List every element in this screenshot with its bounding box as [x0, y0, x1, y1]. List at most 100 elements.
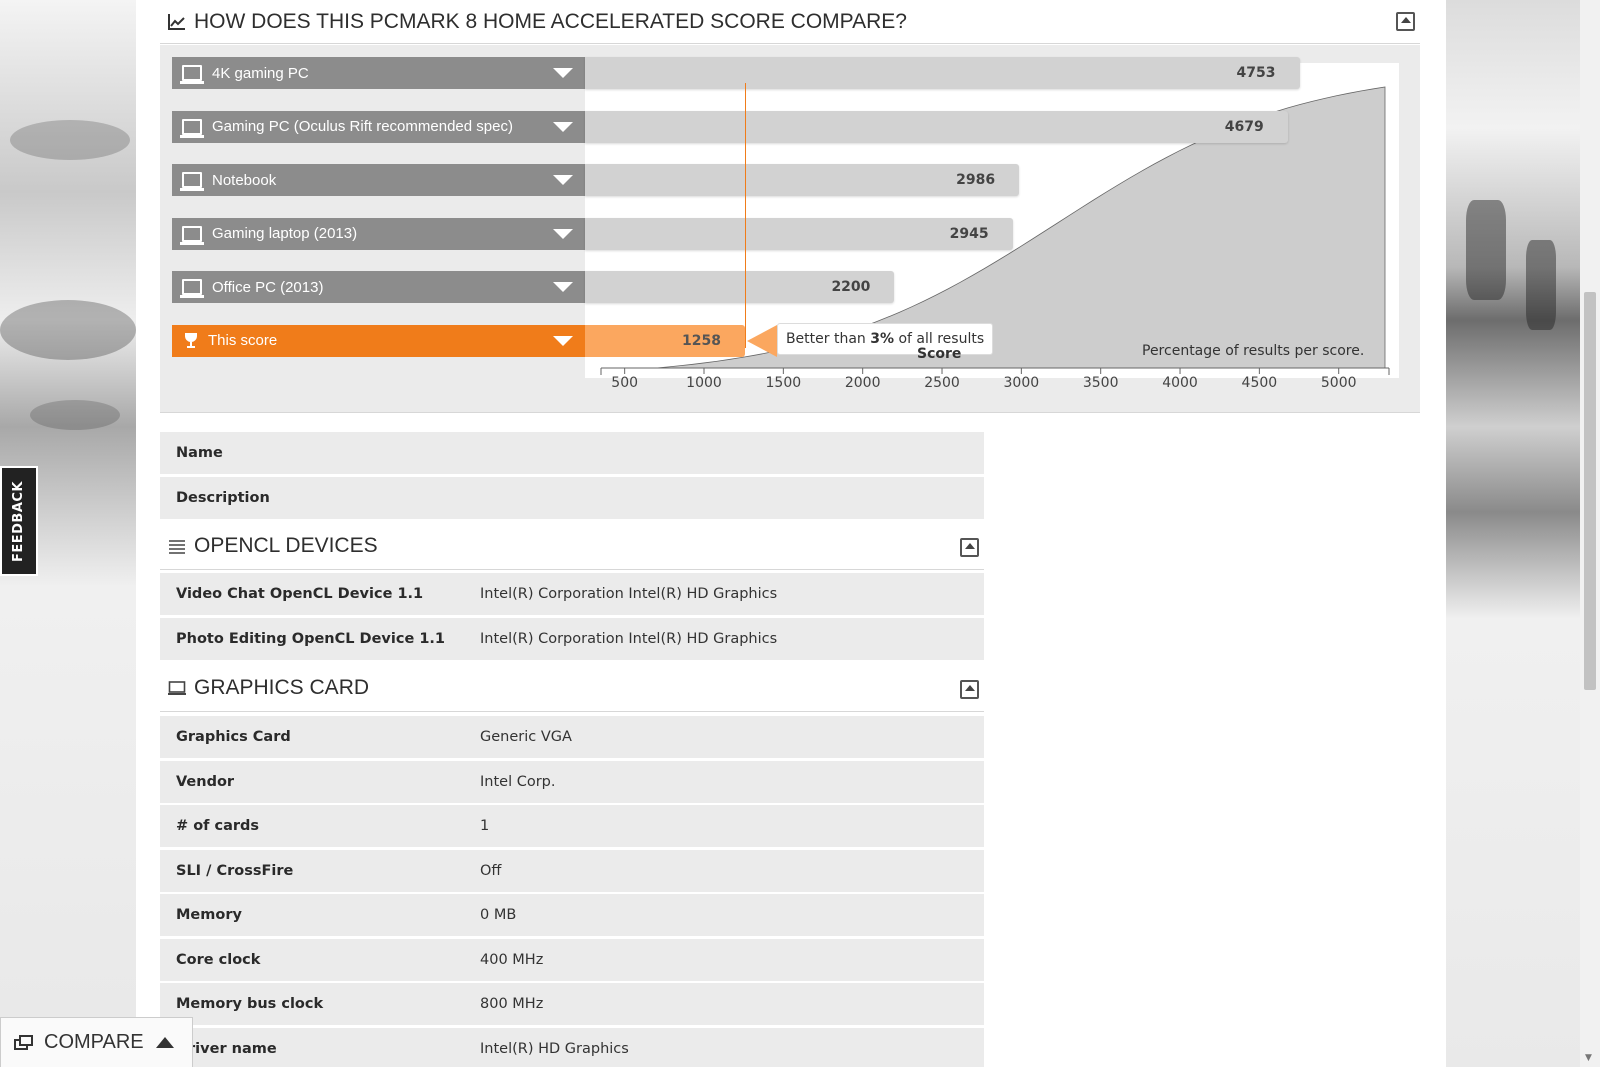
graphics-value: 800 MHz: [480, 996, 544, 1012]
opencl-key: Video Chat OpenCL Device 1.1: [176, 586, 424, 602]
percentile-callout: Better than 3% of all results: [776, 322, 994, 355]
laptop-icon: [180, 225, 204, 245]
graphics-key: SLI / CrossFire: [176, 863, 294, 879]
row-label-text: This score: [208, 332, 278, 349]
this-score-marker-line: [744, 83, 746, 348]
reference-score-bar: 4679: [585, 110, 1288, 143]
reference-system-selector[interactable]: Gaming PC (Oculus Rift recommended spec): [172, 110, 585, 143]
list-icon: [168, 537, 186, 555]
caret-up-icon: [155, 1037, 174, 1048]
info-row-description: Description: [160, 477, 984, 519]
graphics-row: # of cards 1: [160, 805, 984, 847]
feedback-tab[interactable]: FEEDBACK: [0, 466, 38, 576]
desktop-icon: [180, 279, 204, 298]
x-tick-label: 500: [611, 375, 639, 391]
opencl-row: Photo Editing OpenCL Device 1.1 Intel(R)…: [160, 618, 984, 660]
graphics-row: Memory bus clock 800 MHz: [160, 983, 984, 1025]
dropdown-arrow-icon[interactable]: [553, 335, 573, 346]
dropdown-arrow-icon[interactable]: [553, 228, 573, 239]
reference-system-selector[interactable]: Gaming laptop (2013): [172, 217, 585, 250]
graphics-value: 1: [480, 818, 490, 834]
x-tick-label: 1500: [765, 375, 802, 391]
graphics-key: Memory bus clock: [176, 996, 324, 1012]
distribution-caption: Percentage of results per score.: [1142, 343, 1365, 359]
collapse-opencl-button[interactable]: [960, 538, 979, 557]
graphics-value: 400 MHz: [480, 952, 544, 968]
bar-value-label: 4753: [1236, 65, 1276, 81]
row-label-text: Office PC (2013): [212, 278, 324, 296]
x-tick-label: 2500: [924, 375, 960, 391]
graphics-value: 0 MB: [480, 907, 517, 923]
desktop-icon: [180, 118, 204, 138]
reference-score-bar: 2986: [585, 164, 1020, 196]
scrollbar-thumb[interactable]: [1584, 292, 1596, 690]
background-right: [1446, 0, 1580, 1067]
graphics-value: Generic VGA: [480, 729, 572, 745]
dropdown-arrow-icon[interactable]: [553, 282, 573, 292]
dropdown-arrow-icon[interactable]: [553, 121, 573, 132]
dropdown-arrow-icon[interactable]: [553, 68, 573, 78]
graphics-key: Driver name: [176, 1041, 277, 1057]
desktop-icon: [180, 65, 204, 84]
background-rock: [30, 400, 120, 430]
bar-value-label: 2200: [831, 279, 871, 295]
background-rock: [10, 120, 130, 160]
graphics-key: Core clock: [176, 952, 261, 968]
graphics-section-title: GRAPHICS CARD: [194, 675, 370, 699]
reference-system-selector[interactable]: 4K gaming PC: [172, 57, 585, 89]
graphics-key: Memory: [176, 907, 242, 923]
page-scrollbar[interactable]: ▼: [1580, 0, 1600, 1067]
collapse-graphics-button[interactable]: [960, 680, 979, 699]
scroll-down-arrow[interactable]: ▼: [1585, 1053, 1592, 1063]
x-tick-label: 2000: [844, 375, 881, 391]
graphics-key: Graphics Card: [176, 729, 291, 745]
graphics-row: Driver name Intel(R) HD Graphics: [160, 1028, 984, 1067]
compare-section-title: HOW DOES THIS PCMARK 8 HOME ACCELERATED …: [194, 9, 907, 33]
opencl-value: Intel(R) Corporation Intel(R) HD Graphic…: [480, 586, 778, 602]
compare-drawer-toggle[interactable]: COMPARE: [0, 1017, 193, 1067]
bar-value-label: 2986: [956, 172, 996, 188]
reference-score-bar: 2200: [585, 271, 895, 303]
x-tick-label: 4000: [1162, 375, 1198, 391]
callout-prefix: Better than: [785, 330, 866, 347]
this-score-bar: 1258: [585, 324, 745, 357]
background-plant: [1466, 200, 1506, 300]
line-chart-icon: [168, 13, 186, 31]
info-key: Description: [176, 490, 270, 506]
collapse-compare-button[interactable]: [1396, 12, 1415, 31]
x-tick-label: 3500: [1082, 375, 1119, 391]
graphics-row: SLI / CrossFire Off: [160, 850, 984, 892]
reference-score-bar: 2945: [585, 217, 1013, 250]
info-key: Name: [176, 445, 223, 461]
graphics-row: Vendor Intel Corp.: [160, 761, 984, 803]
feedback-label: FEEDBACK: [11, 480, 27, 562]
row-label-text: Notebook: [212, 171, 277, 189]
reference-score-bar: 4753: [585, 57, 1300, 89]
opencl-section-title: OPENCL DEVICES: [194, 533, 378, 557]
row-label-text: Gaming laptop (2013): [212, 225, 358, 242]
reference-system-selector[interactable]: Office PC (2013): [172, 271, 585, 303]
compare-label: COMPARE: [44, 1031, 144, 1053]
opencl-key: Photo Editing OpenCL Device 1.1: [176, 631, 446, 647]
bar-value-label: 1258: [681, 332, 721, 349]
x-tick-label: 5000: [1320, 375, 1357, 391]
bar-value-label: 4679: [1224, 118, 1264, 135]
laptop-icon: [180, 172, 204, 191]
opencl-value: Intel(R) Corporation Intel(R) HD Graphic…: [480, 631, 778, 647]
x-axis-title: Score: [917, 346, 962, 362]
x-tick-label: 4500: [1241, 375, 1278, 391]
trophy-icon: [184, 332, 198, 349]
graphics-value: Intel Corp.: [480, 774, 556, 790]
info-row-name: Name: [160, 432, 984, 474]
row-label-text: 4K gaming PC: [212, 64, 309, 82]
background-rock: [0, 300, 136, 360]
reference-system-selector[interactable]: Notebook: [172, 164, 585, 196]
x-tick-label: 3000: [1003, 375, 1040, 391]
this-score-selector[interactable]: This score: [172, 324, 585, 357]
monitor-icon: [168, 679, 186, 697]
graphics-key: # of cards: [176, 818, 260, 834]
stacked-cards-icon: [14, 1035, 34, 1050]
score-comparison-chart: 4K gaming PC 4753 Gaming PC (Oculus Rift r…: [160, 45, 1420, 413]
graphics-row: Core clock 400 MHz: [160, 939, 984, 981]
dropdown-arrow-icon[interactable]: [553, 175, 573, 185]
